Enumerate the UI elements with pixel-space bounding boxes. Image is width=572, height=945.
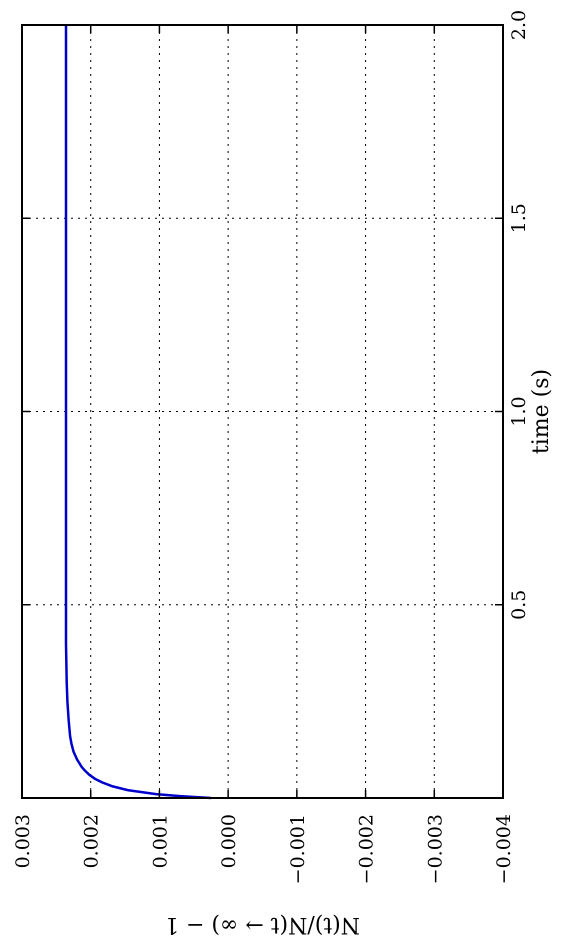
grid-lines — [22, 24, 503, 798]
tick-label-value: −0.001 — [287, 814, 309, 884]
plot-frame — [21, 24, 504, 799]
tick-label-value: −0.002 — [356, 814, 378, 884]
tick-label-time: 2.0 — [508, 10, 530, 40]
tick-label-value: 0.002 — [81, 814, 103, 868]
tick-label-value: −0.004 — [493, 814, 515, 884]
tick-label-time: 1.5 — [508, 203, 530, 233]
y-axis-label: N(t)/N(t → ∞) − 1 — [165, 912, 360, 937]
series-group — [64, 25, 212, 800]
ticks — [21, 24, 504, 798]
tick-label-value: 0.003 — [12, 814, 34, 868]
tick-label-time: 0.5 — [508, 590, 530, 620]
tick-label-value: 0.001 — [149, 814, 171, 868]
x-axis-label: time (s) — [529, 369, 554, 454]
tick-label-value: −0.003 — [424, 814, 446, 884]
tick-label-time: 1.0 — [508, 396, 530, 426]
tick-labels: 0.5 1.0 1.5 2.0 0.003 0.002 0.001 0.000 −0.001 −0… — [12, 10, 530, 884]
tick-label-value: 0.000 — [218, 814, 240, 868]
series-line — [64, 25, 212, 800]
